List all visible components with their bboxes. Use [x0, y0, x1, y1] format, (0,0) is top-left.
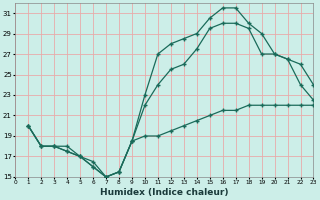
X-axis label: Humidex (Indice chaleur): Humidex (Indice chaleur)	[100, 188, 228, 197]
